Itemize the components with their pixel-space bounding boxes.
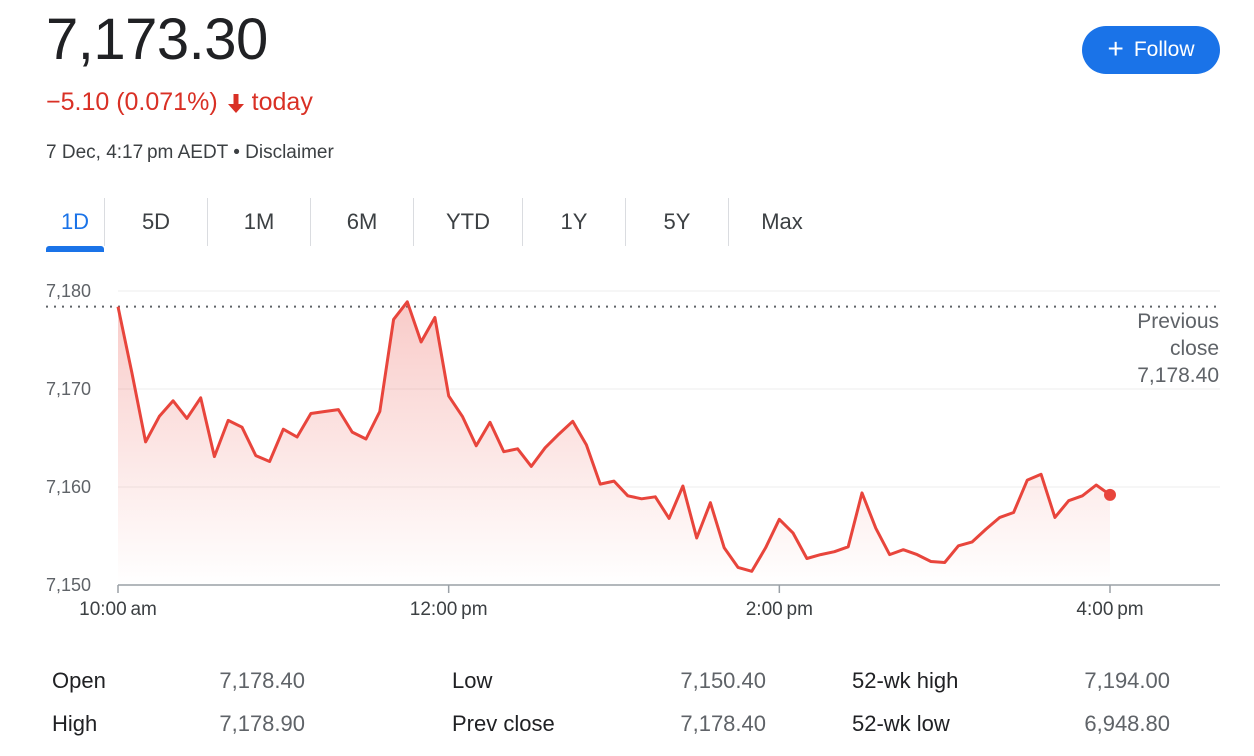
stat-label-open: Open (52, 668, 106, 693)
tab-5d[interactable]: 5D (104, 198, 207, 246)
change-amount: −5.10 (0.071%) (46, 88, 218, 116)
x-tick-label: 2:00 pm (746, 599, 813, 620)
stat-label-low: Low (452, 668, 493, 693)
stat-label-prev-close: Prev close (452, 711, 555, 736)
stat-value-high: 7,178.90 (219, 711, 305, 736)
y-tick-label: 7,180 (46, 281, 91, 301)
price-area-fill (118, 301, 1110, 585)
x-tick-label: 12:00 pm (410, 599, 488, 620)
x-tick-label: 10:00 am (79, 599, 157, 620)
plus-icon: + (1107, 32, 1124, 64)
price-chart[interactable]: 7,180 7,170 7,160 7,150 10:00 am 12:00 pm 2:0… (0, 260, 1254, 630)
tab-1d[interactable]: 1D (46, 198, 104, 252)
tab-ytd[interactable]: YTD (413, 198, 522, 246)
previous-close-label-line: close (1170, 337, 1219, 360)
price-value: 7,173.30 (46, 7, 268, 72)
previous-close-label-line: 7,178.40 (1137, 364, 1219, 387)
range-tabs: 1D 5D 1M 6M YTD 1Y 5Y Max (46, 198, 835, 252)
follow-button[interactable]: + Follow (1082, 26, 1220, 74)
tab-1m[interactable]: 1M (207, 198, 310, 246)
stat-value-52wk-high: 7,194.00 (1084, 668, 1170, 693)
last-price-dot (1104, 488, 1116, 501)
x-tick-label: 4:00 pm (1076, 599, 1143, 620)
stat-value-52wk-low: 6,948.80 (1084, 711, 1170, 736)
arrow-down-icon (226, 92, 246, 114)
follow-label: Follow (1133, 38, 1195, 61)
previous-close-label-line: Previous (1137, 310, 1219, 333)
price-change: −5.10 (0.071%) today (46, 88, 313, 117)
y-tick-label: 7,160 (46, 477, 91, 497)
stat-label-high: High (52, 711, 98, 736)
tab-max[interactable]: Max (728, 198, 835, 246)
tab-5y[interactable]: 5Y (625, 198, 728, 246)
previous-close-label: Previous close 7,178.40 (1137, 310, 1219, 387)
stat-label-52wk-low: 52-wk low (852, 711, 950, 736)
tab-6m[interactable]: 6M (310, 198, 413, 246)
y-tick-label: 7,150 (46, 575, 91, 595)
y-tick-label: 7,170 (46, 379, 91, 399)
stat-value-low: 7,150.40 (680, 668, 766, 693)
timestamp-disclaimer[interactable]: 7 Dec, 4:17 pm AEDT • Disclaimer (46, 142, 334, 163)
tab-1y[interactable]: 1Y (522, 198, 625, 246)
stat-label-52wk-high: 52-wk high (852, 668, 959, 693)
change-period: today (251, 88, 313, 116)
price-line (116, 300, 1111, 573)
stat-value-prev-close: 7,178.40 (680, 711, 766, 736)
stat-value-open: 7,178.40 (219, 668, 305, 693)
